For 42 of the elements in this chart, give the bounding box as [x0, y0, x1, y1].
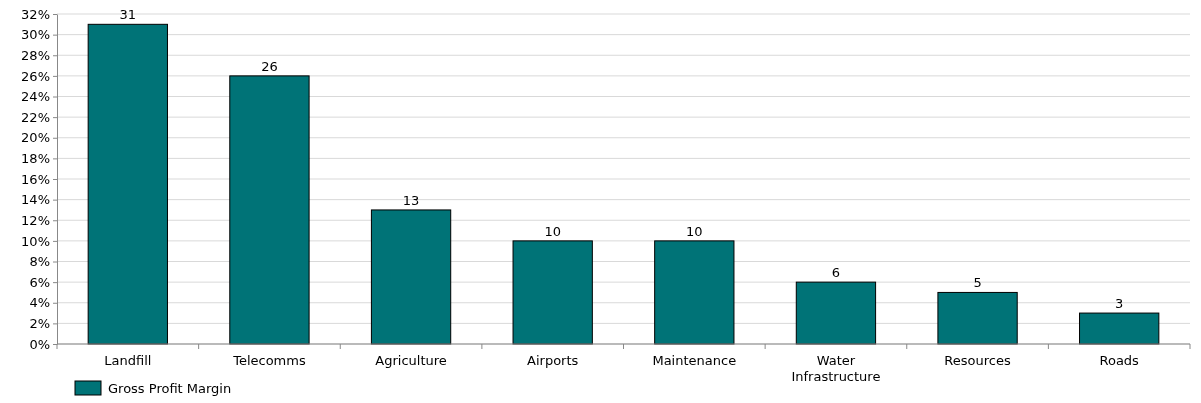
y-tick-label: 28% — [21, 47, 50, 63]
y-tick-label: 6% — [29, 274, 50, 290]
bar — [370, 209, 452, 345]
y-tick-label: 4% — [29, 295, 50, 311]
data-label: 3 — [1115, 296, 1124, 312]
y-tick-label: 2% — [29, 316, 50, 332]
y-tick-label: 10% — [21, 233, 50, 249]
data-label: 10 — [686, 223, 703, 239]
y-tick-label: 12% — [21, 212, 50, 228]
x-tick-label: Airports — [527, 353, 579, 368]
data-label: 5 — [973, 275, 982, 291]
bar — [654, 240, 735, 345]
x-tick-label: Landfill — [104, 353, 152, 368]
x-tick-label: Agriculture — [375, 353, 447, 368]
data-label: 10 — [544, 223, 561, 239]
bar — [1079, 312, 1160, 345]
y-tick-label: 20% — [21, 130, 50, 146]
x-tick-label: Roads — [1099, 353, 1140, 368]
y-tick-label: 0% — [29, 336, 50, 352]
bar — [795, 281, 877, 345]
y-tick-label: 16% — [21, 171, 50, 187]
y-tick-label: 26% — [21, 68, 50, 84]
bar — [229, 75, 310, 345]
data-label: 6 — [831, 265, 841, 281]
y-tick-label: 22% — [21, 109, 50, 125]
data-label: 26 — [261, 58, 278, 74]
y-tick-label: 18% — [21, 151, 50, 167]
x-tick-label: Telecomms — [232, 353, 306, 368]
data-label: 31 — [119, 7, 137, 23]
bar — [512, 240, 593, 345]
y-tick-label: 24% — [21, 89, 50, 105]
y-tick-label: 30% — [21, 27, 50, 43]
y-tick-label: 32% — [21, 6, 50, 22]
bar — [87, 23, 168, 345]
y-tick-label: 14% — [21, 192, 50, 208]
x-tick-label: Water Infrastructure — [791, 353, 881, 384]
x-tick-label: Resources — [944, 353, 1011, 368]
bar — [937, 291, 1018, 345]
x-tick-label: Maintenance — [652, 353, 737, 368]
data-label: 13 — [402, 192, 420, 208]
y-tick-label: 8% — [29, 254, 50, 270]
legend-label: Gross Profit Margin — [108, 381, 232, 396]
